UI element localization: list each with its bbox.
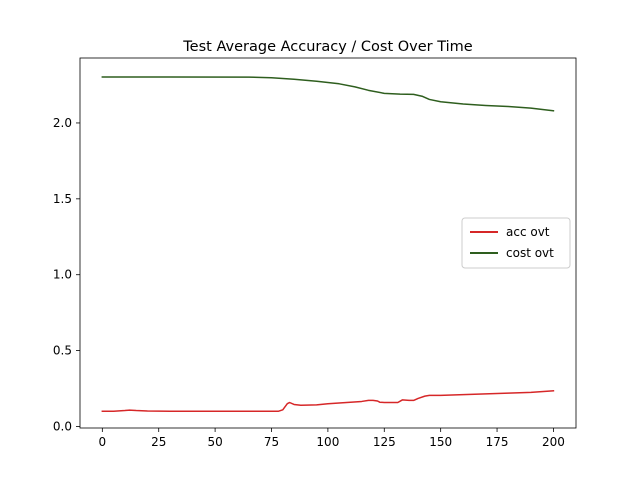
x-tick-label: 100 xyxy=(316,435,339,449)
chart-title: Test Average Accuracy / Cost Over Time xyxy=(182,39,473,55)
x-tick-label: 50 xyxy=(207,435,222,449)
x-tick-label: 0 xyxy=(99,435,107,449)
x-axis: 0 25 50 75 100 125 150 175 200 xyxy=(99,428,565,449)
legend-label: cost ovt xyxy=(506,246,554,260)
x-tick-label: 200 xyxy=(542,435,565,449)
x-tick-label: 125 xyxy=(373,435,396,449)
x-tick-label: 25 xyxy=(151,435,166,449)
series-layer xyxy=(101,76,555,413)
y-tick-label: 2.0 xyxy=(53,116,72,130)
legend-box xyxy=(461,217,571,269)
legend: acc ovt cost ovt xyxy=(461,217,571,269)
y-tick-label: 0.5 xyxy=(53,344,72,358)
legend-label: acc ovt xyxy=(506,225,550,239)
x-tick-label: 75 xyxy=(264,435,279,449)
x-tick-label: 175 xyxy=(486,435,509,449)
y-tick-label: 1.5 xyxy=(53,192,72,206)
series-line-acc-ovt xyxy=(101,390,555,413)
x-tick-label: 150 xyxy=(429,435,452,449)
series-line-cost-ovt xyxy=(101,76,555,112)
y-tick-label: 0.0 xyxy=(53,419,72,433)
y-tick-label: 1.0 xyxy=(53,268,72,282)
y-axis: 0.0 0.5 1.0 1.5 2.0 xyxy=(53,116,80,433)
